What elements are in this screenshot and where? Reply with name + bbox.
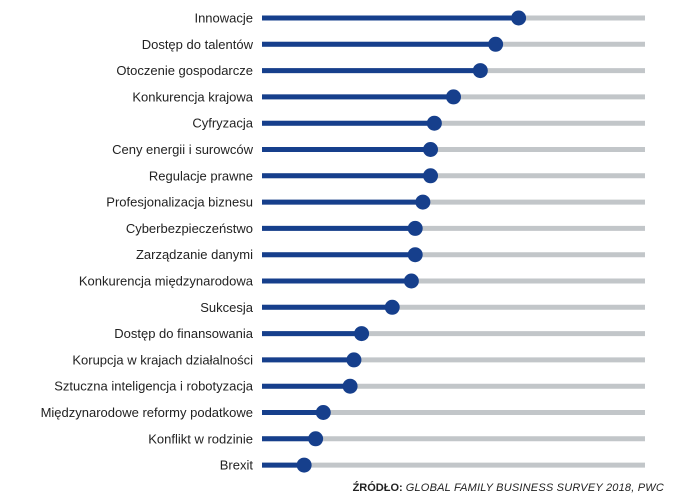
category-label: Brexit	[220, 458, 254, 473]
chart-row: Międzynarodowe reformy podatkowe	[41, 405, 645, 420]
value-dot	[407, 247, 423, 263]
category-label: Konkurencja międzynarodowa	[79, 274, 254, 289]
category-label: Sztuczna inteligencja i robotyzacja	[54, 379, 253, 394]
chart-row: Brexit	[220, 457, 645, 473]
category-label: Profesjonalizacja biznesu	[106, 195, 253, 210]
source-note: ŹRÓDŁO: Global Family Business Survey 20…	[353, 482, 664, 494]
chart-row: Korupcja w krajach działalności	[72, 352, 645, 368]
chart-row: Sztuczna inteligencja i robotyzacja	[54, 378, 645, 394]
value-dot	[407, 220, 423, 236]
value-dot	[308, 431, 324, 447]
value-dot	[403, 273, 419, 289]
value-dot	[354, 326, 370, 342]
value-dot	[488, 36, 504, 52]
category-label: Konkurencja krajowa	[132, 89, 253, 104]
chart-row: Sukcesja	[200, 299, 645, 315]
chart-row: Dostęp do finansowania	[114, 326, 645, 342]
chart-row: Dostęp do talentów	[142, 36, 645, 52]
chart-row: Konflikt w rodzinie	[148, 431, 645, 447]
value-dot	[315, 405, 331, 420]
category-label: Ceny energii i surowców	[112, 142, 254, 157]
value-dot	[511, 10, 527, 26]
value-dot	[472, 63, 488, 79]
category-label: Cyberbezpieczeństwo	[126, 221, 253, 236]
category-label: Dostęp do talentów	[142, 37, 254, 52]
value-dot	[423, 142, 439, 157]
category-label: Cyfryzacja	[192, 116, 253, 131]
value-dot	[426, 115, 442, 131]
chart-row: Konkurencja krajowa	[132, 89, 645, 105]
value-dot	[415, 194, 431, 210]
chart-row: Regulacje prawne	[149, 168, 645, 184]
category-label: Dostęp do finansowania	[114, 326, 254, 341]
value-dot	[384, 299, 400, 315]
chart-row: Otoczenie gospodarcze	[116, 63, 645, 79]
source-text: Global Family Business Survey 2018, PwC	[405, 482, 664, 494]
category-label: Innowacje	[194, 11, 253, 26]
category-label: Sukcesja	[200, 300, 254, 315]
value-dot	[342, 378, 358, 394]
category-label: Regulacje prawne	[149, 168, 253, 183]
source-label: ŹRÓDŁO:	[352, 482, 403, 494]
category-label: Międzynarodowe reformy podatkowe	[41, 405, 253, 420]
value-dot	[346, 352, 362, 368]
chart-row: Ceny energii i surowców	[112, 142, 645, 157]
value-dot	[423, 168, 439, 184]
category-label: Zarządzanie danymi	[136, 247, 253, 262]
value-dot	[446, 89, 461, 105]
value-dot	[296, 457, 312, 473]
chart-row: Profesjonalizacja biznesu	[106, 194, 645, 210]
category-label: Korupcja w krajach działalności	[72, 352, 253, 367]
chart-row: Innowacje	[194, 10, 645, 26]
chart-row: Cyberbezpieczeństwo	[126, 220, 645, 236]
category-label: Konflikt w rodzinie	[148, 431, 253, 446]
chart-row: Cyfryzacja	[192, 115, 645, 131]
chart-row: Konkurencja międzynarodowa	[79, 273, 645, 289]
category-label: Otoczenie gospodarcze	[116, 63, 253, 78]
chart-row: Zarządzanie danymi	[136, 247, 645, 263]
